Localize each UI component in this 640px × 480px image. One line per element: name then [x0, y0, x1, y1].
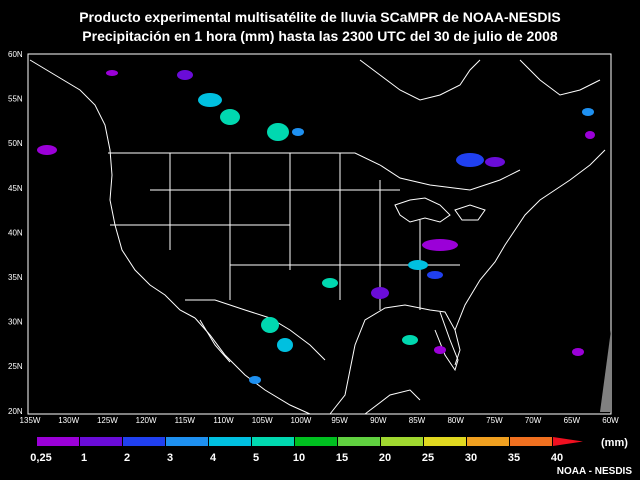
legend-swatch: [467, 437, 509, 446]
lat-label: 40N: [8, 228, 23, 237]
lon-label: 85W: [409, 416, 426, 425]
lat-label: 50N: [8, 139, 23, 148]
lon-label: 95W: [331, 416, 348, 425]
lon-label: 90W: [370, 416, 387, 425]
legend-swatch: [209, 437, 251, 446]
legend-color-bar: [37, 437, 583, 446]
legend-swatch: [381, 437, 423, 446]
lon-label: 110W: [213, 416, 234, 425]
legend-swatch: [424, 437, 466, 446]
lat-label: 25N: [8, 362, 23, 371]
legend-value-label: 0,25: [30, 452, 52, 464]
lon-label: 70W: [525, 416, 542, 425]
legend-value-label: 2: [123, 452, 131, 464]
lon-label: 135W: [20, 416, 41, 425]
precipitation-areas: [37, 70, 611, 412]
legend-value-label: 3: [166, 452, 174, 464]
legend-value-label: 5: [252, 452, 260, 464]
lon-label: 65W: [564, 416, 581, 425]
lat-label: 55N: [8, 95, 23, 104]
lon-label: 100W: [290, 416, 311, 425]
map-title-line2: Precipitación en 1 hora (mm) hasta las 2…: [82, 28, 558, 44]
lon-label: 125W: [97, 416, 118, 425]
legend-unit-label: (mm): [601, 437, 628, 449]
legend-swatch: [510, 437, 552, 446]
lon-label: 105W: [252, 416, 273, 425]
legend-swatch: [295, 437, 337, 446]
lon-label: 75W: [486, 416, 503, 425]
legend-value-label: 4: [209, 452, 217, 464]
map-title-line1: Producto experimental multisatélite de l…: [79, 9, 561, 25]
legend-arrow: [553, 437, 583, 446]
legend-value-label: 40: [550, 452, 564, 464]
legend-value-label: 25: [421, 452, 435, 464]
lat-label: 45N: [8, 184, 23, 193]
lon-label: 130W: [58, 416, 79, 425]
legend-value-label: 20: [378, 452, 392, 464]
legend-value-label: 35: [507, 452, 521, 464]
legend-swatch: [80, 437, 122, 446]
lat-label: 30N: [8, 318, 23, 327]
lon-label: 120W: [136, 416, 157, 425]
lat-label: 60N: [8, 50, 23, 59]
credit-label: NOAA - NESDIS: [556, 466, 632, 477]
lon-label: 80W: [447, 416, 464, 425]
lat-label: 35N: [8, 273, 23, 282]
legend-swatch: [37, 437, 79, 446]
legend-swatch: [252, 437, 294, 446]
lat-label: 20N: [8, 407, 23, 416]
legend-swatch: [166, 437, 208, 446]
legend-swatch: [123, 437, 165, 446]
legend-value-label: 30: [464, 452, 478, 464]
coastlines: [29, 59, 606, 415]
map-frame: [27, 53, 612, 415]
lon-label: 60W: [602, 416, 619, 425]
legend-value-label: 15: [335, 452, 349, 464]
legend-value-label: 1: [80, 452, 88, 464]
legend-swatch: [338, 437, 380, 446]
legend-value-label: 10: [292, 452, 306, 464]
lon-label: 115W: [175, 416, 196, 425]
